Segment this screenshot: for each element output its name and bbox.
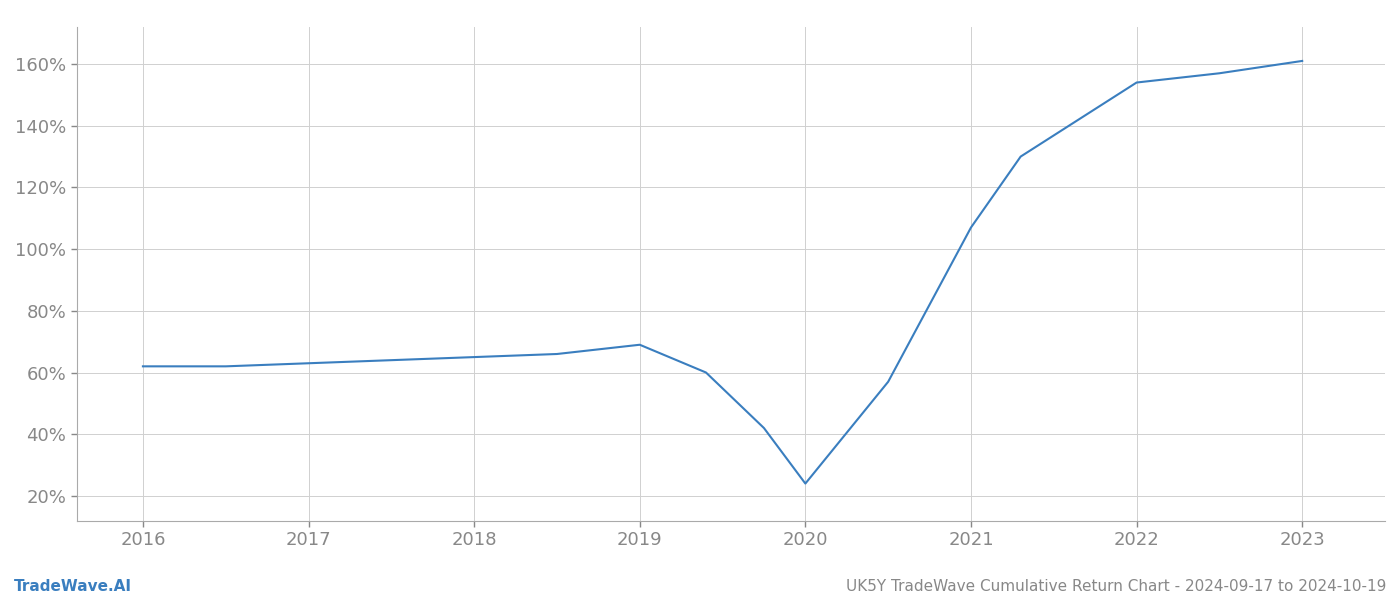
Text: UK5Y TradeWave Cumulative Return Chart - 2024-09-17 to 2024-10-19: UK5Y TradeWave Cumulative Return Chart -… xyxy=(846,579,1386,594)
Text: TradeWave.AI: TradeWave.AI xyxy=(14,579,132,594)
